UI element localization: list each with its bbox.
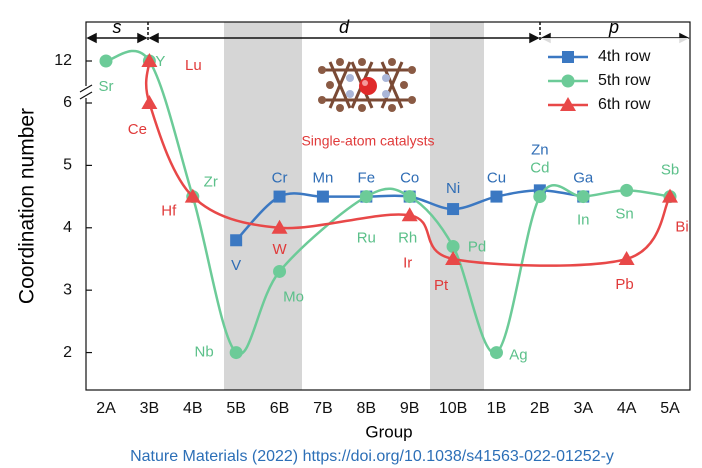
marker bbox=[447, 203, 460, 216]
element-label: Sn bbox=[615, 205, 633, 222]
axis-break bbox=[80, 86, 94, 98]
marker bbox=[229, 346, 243, 360]
element-label: Bi bbox=[675, 219, 688, 236]
y-axis-label: Coordination number bbox=[16, 108, 39, 304]
marker bbox=[99, 54, 113, 68]
x-tick-label: 7B bbox=[313, 400, 333, 417]
block-label: d bbox=[339, 17, 350, 37]
molecule-inset bbox=[318, 58, 416, 112]
element-label: Mo bbox=[283, 288, 304, 305]
marker bbox=[401, 207, 418, 222]
marker bbox=[141, 95, 158, 109]
marker bbox=[316, 190, 329, 203]
block-label: s bbox=[113, 17, 122, 37]
legend-marker bbox=[561, 74, 575, 88]
element-label: W bbox=[272, 241, 287, 258]
series-line bbox=[144, 60, 672, 267]
element-label: Cr bbox=[272, 170, 288, 187]
marker bbox=[576, 190, 590, 204]
axis-break bbox=[79, 84, 93, 100]
legend-label: 6th row bbox=[598, 96, 651, 113]
element-label: V bbox=[231, 257, 241, 274]
legend-marker bbox=[560, 97, 576, 111]
x-tick-label: 5A bbox=[660, 400, 680, 417]
y-tick-label: 5 bbox=[63, 157, 72, 174]
x-tick-label: 3A bbox=[573, 400, 593, 417]
element-label: In bbox=[577, 212, 590, 229]
marker bbox=[445, 250, 462, 265]
y-tick-label: 12 bbox=[54, 52, 72, 69]
element-label: Fe bbox=[358, 170, 376, 187]
marker bbox=[230, 234, 243, 247]
element-label: Pb bbox=[615, 276, 633, 293]
element-label: Ir bbox=[403, 254, 412, 271]
x-tick-label: 2A bbox=[96, 400, 116, 417]
element-label: Sr bbox=[99, 78, 114, 95]
marker bbox=[618, 250, 635, 265]
x-tick-label: 6B bbox=[270, 400, 290, 417]
marker bbox=[490, 190, 503, 203]
marker bbox=[141, 53, 158, 67]
plot-frame bbox=[85, 21, 691, 391]
y-tick-label: 6 bbox=[63, 94, 72, 111]
x-tick-label: 1B bbox=[487, 400, 507, 417]
legend-label: 5th row bbox=[598, 72, 651, 89]
marker bbox=[184, 188, 201, 203]
x-tick-label: 8B bbox=[357, 400, 377, 417]
element-label: Ru bbox=[357, 230, 376, 247]
x-tick-label: 4B bbox=[183, 400, 203, 417]
marker bbox=[273, 190, 286, 203]
x-tick-label: 10B bbox=[439, 400, 467, 417]
element-label: Cd bbox=[530, 160, 549, 177]
marker bbox=[271, 219, 288, 234]
element-label: Zr bbox=[204, 174, 218, 191]
x-tick-label: 5B bbox=[226, 400, 246, 417]
y-tick-label: 3 bbox=[63, 281, 72, 298]
plot-area: 2 3 4 5 6 12 2A 3B 4B 5B 6B 7B 8B 9B 10B 1B 2B 3A 4A 5A V Cr M… bbox=[54, 38, 689, 417]
marker bbox=[273, 264, 287, 278]
element-label: Pd bbox=[468, 238, 486, 255]
x-axis-label: Group bbox=[365, 422, 412, 441]
marker bbox=[403, 190, 417, 204]
legend-label: 4th row bbox=[598, 48, 651, 65]
element-label: Ce bbox=[128, 121, 147, 138]
element-label: Cu bbox=[487, 170, 506, 187]
inset-label: Single-atom catalysts bbox=[301, 133, 434, 149]
x-tick-label: 9B bbox=[400, 400, 420, 417]
y-tick-label: 2 bbox=[63, 344, 72, 361]
element-label: Ga bbox=[573, 170, 594, 187]
x-tick-label: 2B bbox=[530, 400, 550, 417]
marker bbox=[489, 346, 503, 360]
marker bbox=[662, 188, 678, 203]
x-tick-label: 3B bbox=[140, 400, 160, 417]
element-label: Mn bbox=[313, 170, 334, 187]
element-label: Nb bbox=[195, 344, 214, 361]
element-label: Lu bbox=[185, 57, 202, 74]
block-label: p bbox=[608, 17, 619, 37]
element-label: Co bbox=[400, 170, 419, 187]
y-tick-label: 4 bbox=[63, 219, 72, 236]
element-label: Ag bbox=[509, 347, 527, 364]
element-label: Hf bbox=[161, 203, 177, 220]
legend-marker bbox=[562, 51, 574, 63]
marker bbox=[533, 190, 547, 204]
x-tick-label: 4A bbox=[617, 400, 637, 417]
marker bbox=[446, 240, 460, 253]
element-label: Ni bbox=[446, 180, 460, 197]
element-label: Sb bbox=[661, 162, 679, 179]
marker bbox=[620, 183, 634, 197]
element-label: Y bbox=[155, 53, 165, 70]
shade-band bbox=[224, 22, 302, 390]
footer-link[interactable]: Nature Materials (2022) https://doi.org/… bbox=[130, 448, 614, 465]
element-label: Rh bbox=[398, 230, 417, 247]
element-label: Zn bbox=[531, 141, 549, 158]
marker bbox=[359, 190, 373, 204]
element-label: Pt bbox=[434, 277, 449, 294]
